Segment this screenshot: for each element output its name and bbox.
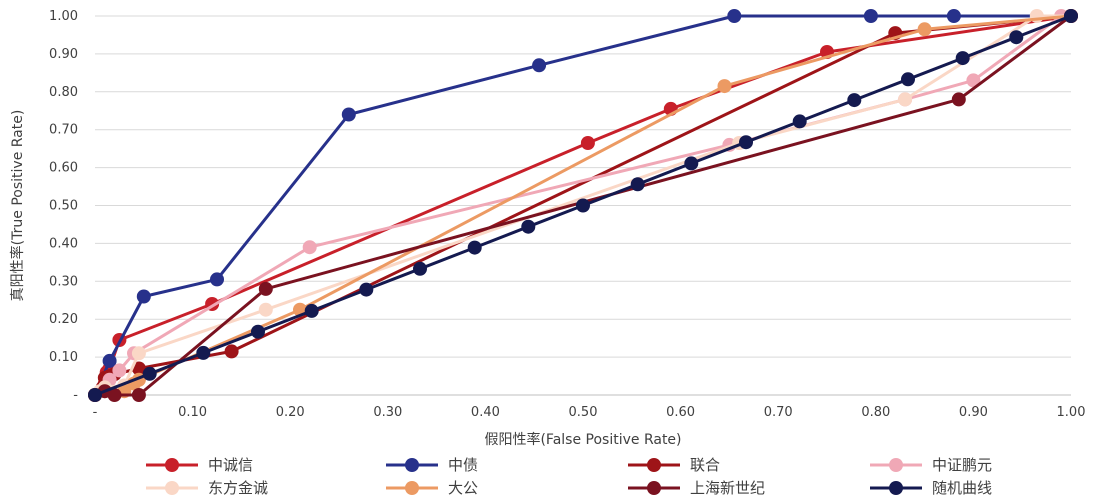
data-point — [847, 93, 862, 108]
data-point — [136, 289, 151, 304]
data-point — [210, 272, 224, 287]
series-group — [88, 9, 1078, 402]
data-point — [1009, 30, 1024, 45]
data-point — [946, 9, 961, 23]
x-axis-label: 假阳性率(False Positive Rate) — [484, 431, 681, 448]
data-point — [302, 240, 317, 255]
y-tick-label: 0.70 — [49, 123, 78, 138]
data-point — [966, 73, 981, 88]
legend-label: 上海新世纪 — [690, 479, 765, 497]
legend-label: 联合 — [690, 456, 720, 474]
legend-item: 中债 — [386, 456, 478, 474]
x-tick-label: 0.90 — [959, 405, 988, 420]
data-point — [792, 114, 807, 129]
data-point — [304, 303, 319, 318]
data-point — [467, 240, 482, 255]
x-tick-label: 0.50 — [569, 405, 598, 420]
data-point — [898, 92, 913, 107]
y-tick-label: 0.20 — [49, 312, 78, 327]
legend-item: 中证鹏元 — [870, 456, 992, 474]
legend-label: 中证鹏元 — [932, 456, 992, 474]
data-point — [258, 281, 273, 296]
x-tick-label: 1.00 — [1057, 405, 1086, 420]
x-tick-label: 0.60 — [666, 405, 695, 420]
x-tick-label: 0.20 — [276, 405, 305, 420]
y-tick-label: 0.30 — [49, 274, 78, 289]
data-point — [951, 92, 966, 107]
data-point — [196, 345, 211, 360]
data-point — [142, 366, 157, 381]
data-point — [532, 58, 547, 73]
axes: - 0.10 0.20 0.30 0.40 0.50 0.60 0.70 0.80 0.90 1.0… — [49, 9, 1085, 420]
data-point — [580, 136, 595, 150]
data-point — [131, 346, 146, 361]
x-tick-label: 0.80 — [861, 405, 890, 420]
data-point — [88, 388, 102, 402]
data-point — [630, 177, 645, 192]
legend-item: 上海新世纪 — [628, 479, 765, 497]
legend-item: 东方金诚 — [146, 479, 268, 497]
data-point — [102, 353, 117, 368]
data-point — [112, 363, 127, 378]
legend-swatch-marker — [405, 458, 419, 472]
y-tick-label: 0.80 — [49, 85, 78, 100]
data-point — [359, 282, 374, 297]
data-point — [413, 261, 427, 276]
data-point — [727, 9, 742, 23]
data-point — [258, 302, 273, 317]
data-point — [863, 9, 878, 23]
data-point — [131, 361, 146, 376]
x-tick-label: 0.70 — [764, 405, 793, 420]
data-point — [955, 51, 970, 66]
legend-label: 中诚信 — [208, 456, 253, 474]
y-tick-label: 0.90 — [49, 47, 78, 62]
y-tick-label: 0.60 — [49, 161, 78, 176]
legend-label: 大公 — [448, 479, 478, 497]
data-point — [917, 22, 932, 37]
legend-item: 大公 — [386, 479, 478, 497]
x-tick-label: 0.40 — [471, 405, 500, 420]
y-tick-label: 0.10 — [49, 350, 78, 365]
series-7 — [88, 9, 1078, 402]
series-line — [93, 14, 1071, 396]
y-tick-label: - — [73, 388, 78, 403]
data-point — [341, 107, 356, 122]
data-point — [1064, 9, 1078, 23]
x-tick-label: 0.10 — [178, 405, 207, 420]
data-point — [131, 388, 146, 402]
legend-item: 联合 — [628, 456, 720, 474]
legend-item: 随机曲线 — [870, 479, 992, 497]
data-point — [521, 219, 536, 234]
data-point — [739, 135, 753, 150]
legend-item: 中诚信 — [146, 456, 253, 474]
data-point — [717, 79, 732, 94]
legend-swatch-marker — [165, 481, 179, 495]
legend-swatch-marker — [889, 481, 903, 495]
legend-label: 东方金诚 — [208, 479, 268, 497]
data-point — [224, 344, 239, 359]
legend-label: 中债 — [448, 456, 478, 474]
y-tick-label: 0.50 — [49, 199, 78, 214]
y-axis-label: 真阳性率(True Positive Rate) — [9, 110, 26, 302]
data-point — [576, 198, 590, 213]
y-tick-label: 0.40 — [49, 236, 78, 251]
legend-swatch-marker — [165, 458, 179, 472]
legend-label: 随机曲线 — [932, 479, 992, 497]
x-tick-label: 0.30 — [373, 405, 402, 420]
data-point — [251, 324, 265, 339]
data-point — [107, 388, 122, 402]
data-point — [684, 156, 699, 171]
x-tick-label: - — [93, 405, 98, 420]
legend-swatch-marker — [405, 481, 419, 495]
legend-swatch-marker — [647, 458, 661, 472]
legend-swatch-marker — [647, 481, 661, 495]
legend-swatch-marker — [889, 458, 903, 472]
data-point — [901, 72, 915, 87]
y-tick-label: 1.00 — [49, 9, 78, 24]
